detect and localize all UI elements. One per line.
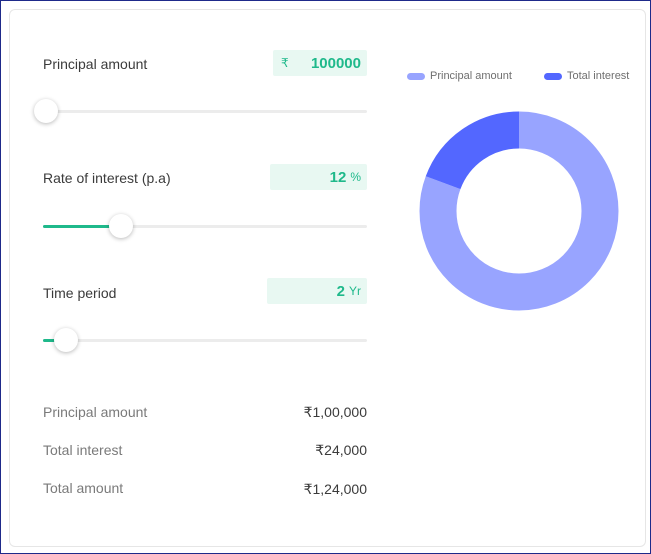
time-label: Time period <box>43 285 117 301</box>
summary-principal-label: Principal amount <box>43 404 148 420</box>
time-input[interactable]: 2 Yr <box>267 278 367 304</box>
legend-principal: Principal amount <box>407 70 512 82</box>
principal-slider[interactable] <box>34 99 367 123</box>
principal-value: 100000 <box>310 54 361 72</box>
legend-principal-swatch <box>407 72 425 80</box>
time-unit: Yr <box>349 284 361 298</box>
legend-principal-label: Principal amount <box>430 70 512 82</box>
rate-slider-fill <box>43 225 121 228</box>
summary-principal-value: ₹1,00,000 <box>303 404 367 420</box>
summary-interest-label: Total interest <box>43 442 123 458</box>
calculator-card: Principal amount ₹ 100000 Rate of intere… <box>9 9 646 547</box>
rate-label: Rate of interest (p.a) <box>43 170 171 186</box>
principal-label: Principal amount <box>43 56 148 72</box>
summary-interest-value: ₹24,000 <box>315 442 367 458</box>
legend-interest: Total interest <box>544 70 629 82</box>
donut-chart <box>419 111 619 311</box>
rupee-icon: ₹ <box>281 56 289 70</box>
rate-slider[interactable] <box>43 214 367 238</box>
time-value: 2 <box>336 282 345 300</box>
rate-value: 12 <box>329 168 347 186</box>
rate-unit: % <box>350 170 361 184</box>
summary-total-label: Total amount <box>43 480 124 496</box>
rate-slider-thumb[interactable] <box>108 214 133 238</box>
rate-input[interactable]: 12 % <box>270 164 367 190</box>
summary-total-value: ₹1,24,000 <box>303 481 367 497</box>
time-slider[interactable] <box>43 328 367 352</box>
principal-input[interactable]: ₹ 100000 <box>273 50 367 76</box>
principal-slider-thumb[interactable] <box>34 99 59 123</box>
time-slider-thumb[interactable] <box>53 328 78 352</box>
donut-slice-interest <box>419 111 619 311</box>
legend-interest-swatch <box>544 72 562 80</box>
legend-interest-label: Total interest <box>567 70 630 82</box>
